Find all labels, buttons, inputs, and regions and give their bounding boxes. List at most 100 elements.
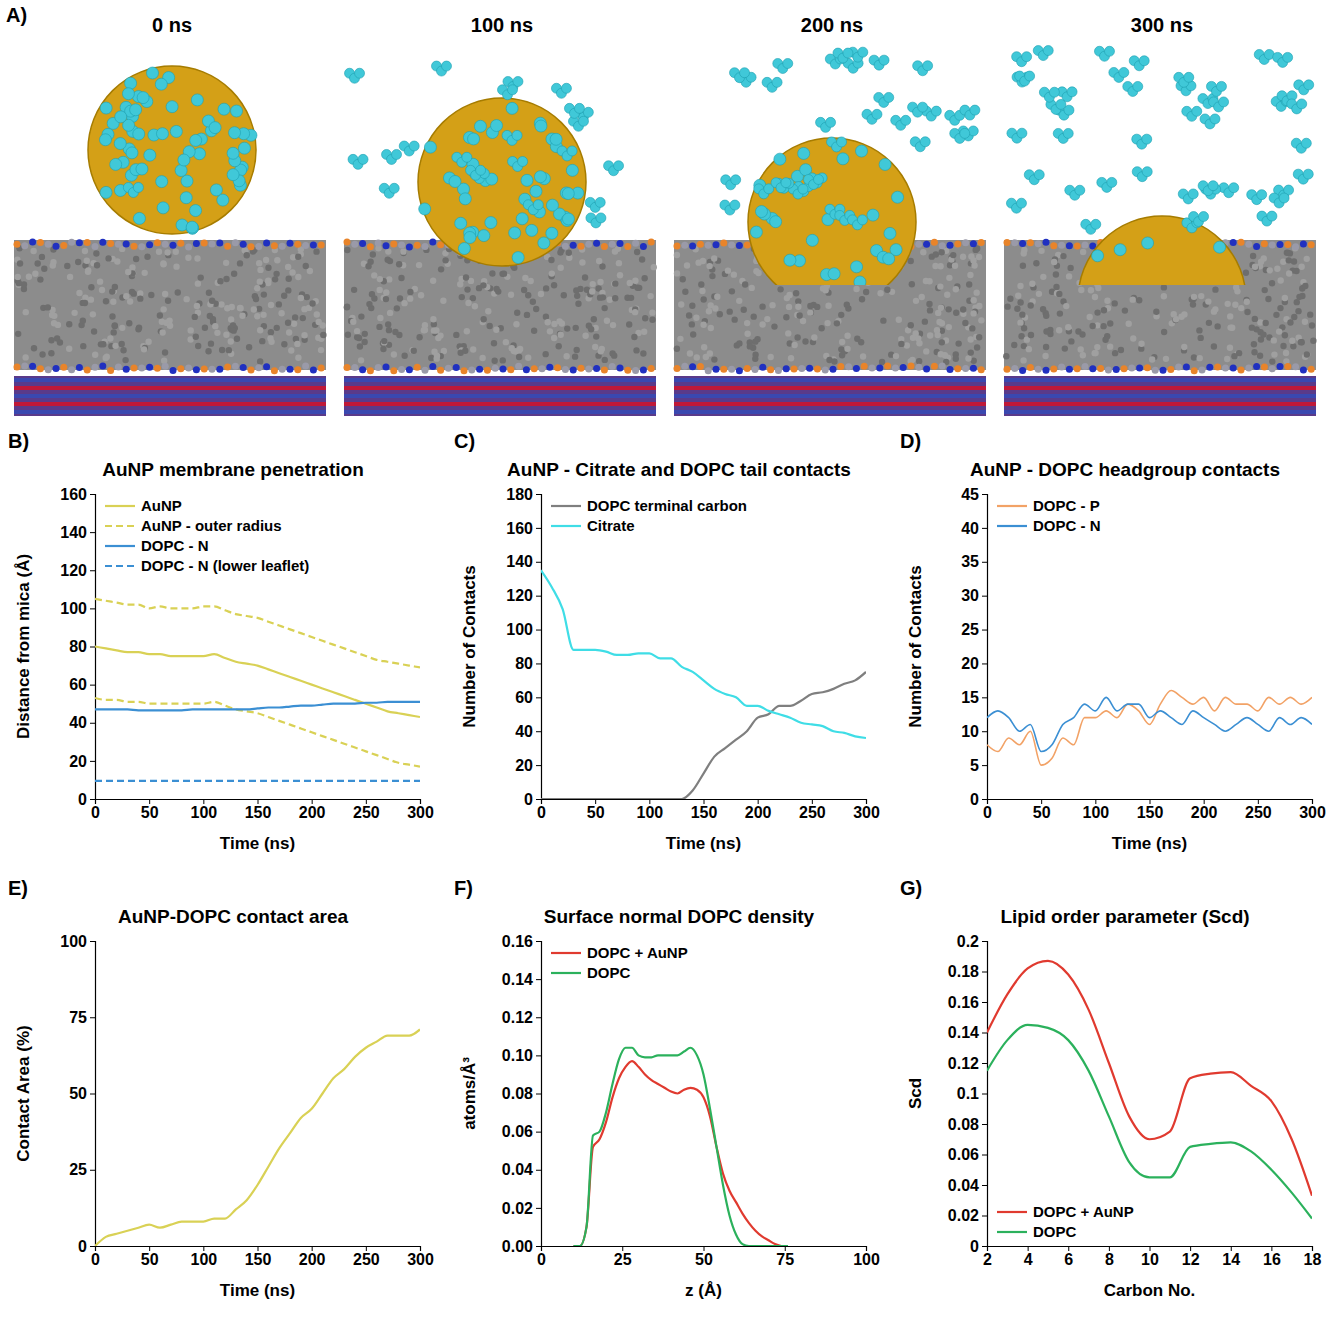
lipid-tail: [286, 329, 292, 335]
headgroup: [1066, 242, 1073, 249]
headgroup: [185, 364, 192, 371]
mica-stripe: [344, 394, 656, 398]
y-tick-label: 160: [60, 486, 87, 503]
lipid-tail: [362, 331, 368, 337]
free-citrate: [1067, 87, 1077, 97]
lipid-tail: [57, 339, 63, 345]
lipid-tail: [80, 343, 86, 349]
lipid-tail: [962, 320, 968, 326]
lipid-tail: [908, 322, 914, 328]
lipid-tail: [1227, 345, 1233, 351]
lipid-tail: [1291, 258, 1297, 264]
x-tick-mark: [366, 799, 367, 804]
lipid-tail: [237, 305, 243, 311]
lipid-tail: [357, 343, 363, 349]
lipid-tail: [377, 315, 383, 321]
citrate: [521, 174, 533, 186]
lipid-tail: [971, 262, 977, 268]
lipid-tail: [1011, 342, 1017, 348]
citrate: [458, 243, 470, 255]
lipid-tail: [263, 257, 269, 263]
free-citrate: [920, 137, 930, 147]
lipid-tail: [430, 278, 436, 284]
free-citrate: [1229, 183, 1239, 193]
headgroup: [271, 242, 278, 249]
free-citrate: [1022, 52, 1032, 62]
headgroup: [681, 242, 688, 249]
lipid-tail: [767, 354, 773, 360]
headgroup: [398, 241, 405, 248]
headgroup: [900, 364, 907, 371]
lipid-tail: [634, 285, 640, 291]
headgroup: [201, 365, 208, 372]
headgroup: [578, 365, 585, 372]
citrate: [155, 78, 167, 90]
lipid-tail: [970, 297, 976, 303]
x-tick: 150: [691, 799, 718, 821]
lipid-tail: [314, 311, 320, 317]
lipid-tail: [796, 312, 802, 318]
lipid-tail: [747, 343, 753, 349]
lipid-tail: [1181, 311, 1187, 317]
legend-swatch: [105, 525, 135, 527]
lipid-tail: [1101, 307, 1107, 313]
lipid-tail: [198, 274, 204, 280]
headgroup: [1183, 364, 1190, 371]
headgroup: [1128, 365, 1135, 372]
y-tick-label: 140: [60, 524, 87, 541]
headgroup: [507, 366, 514, 373]
lipid-tail: [1107, 343, 1113, 349]
headgroup: [154, 365, 161, 372]
lipid-tail: [859, 296, 865, 302]
lipid-tail: [381, 338, 387, 344]
chart-title: AuNP - Citrate and DOPC tail contacts: [507, 459, 851, 480]
headgroup: [1238, 366, 1245, 373]
headgroup: [302, 242, 309, 249]
panel-letter: B): [8, 430, 29, 452]
headgroup: [21, 363, 28, 370]
lipid-tail: [1262, 320, 1268, 326]
y-tick: 120: [506, 587, 541, 604]
headgroup: [302, 363, 309, 370]
free-citrate: [1184, 72, 1194, 82]
citrate: [535, 120, 547, 132]
lipid-tail: [690, 331, 696, 337]
lipid-tail: [896, 317, 902, 323]
lipid-tail: [223, 332, 229, 338]
lipid-tail: [950, 252, 956, 258]
lipid-tail: [1004, 303, 1010, 309]
lipid-tail: [965, 355, 971, 361]
lipid-tail: [708, 325, 714, 331]
lipid-tail: [385, 321, 391, 327]
free-citrate: [772, 77, 782, 87]
headgroup: [154, 239, 161, 246]
lipid-tail: [1161, 329, 1167, 335]
headgroup: [931, 239, 938, 246]
free-citrate: [1188, 189, 1198, 199]
headgroup: [728, 242, 735, 249]
lipid-tail: [418, 292, 424, 298]
headgroup: [414, 364, 421, 371]
free-citrate: [392, 149, 402, 159]
headgroup: [720, 240, 727, 247]
lipid-tail: [736, 298, 742, 304]
lipid-tail: [592, 344, 598, 350]
lipid-tail: [1291, 314, 1297, 320]
free-citrate: [960, 128, 970, 138]
headgroup: [37, 239, 44, 246]
lipid-tail: [281, 341, 287, 347]
lipid-tail: [160, 306, 166, 312]
lipid-tail: [285, 276, 291, 282]
headgroup: [624, 367, 631, 374]
lipid-tail: [913, 298, 919, 304]
headgroup: [240, 241, 247, 248]
citrate: [144, 149, 156, 161]
lipid-tail: [480, 316, 486, 322]
lipid-tail: [268, 329, 274, 335]
lipid-tail: [588, 326, 594, 332]
headgroup: [1214, 363, 1221, 370]
headgroup: [923, 366, 930, 373]
lipid-tail: [23, 309, 29, 315]
lipid-tail: [937, 283, 943, 289]
lipid-tail: [558, 332, 564, 338]
